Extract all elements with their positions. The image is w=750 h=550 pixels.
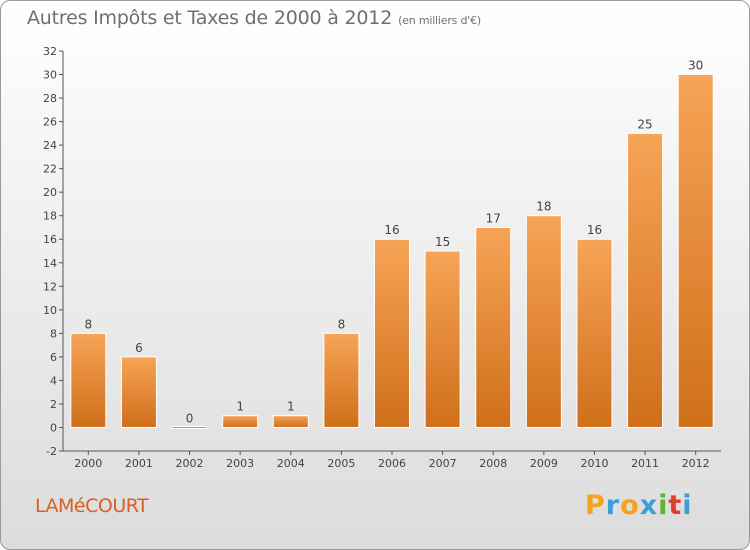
y-tick-label: 24 [43, 139, 57, 152]
x-tick-label-2011: 2011 [631, 457, 659, 470]
data-label-2000: 8 [84, 317, 92, 331]
y-tick-label: 10 [43, 304, 57, 317]
chart-title: Autres Impôts et Taxes de 2000 à 2012 (en… [27, 7, 481, 29]
data-label-2010: 16 [587, 223, 602, 237]
x-tick-label-2001: 2001 [125, 457, 153, 470]
x-tick-label-2003: 2003 [226, 457, 254, 470]
y-tick-label: 0 [50, 421, 57, 434]
x-tick-label-2008: 2008 [479, 457, 507, 470]
bar-2008 [475, 226, 512, 428]
bar-2004 [272, 415, 309, 428]
data-label-2001: 6 [135, 341, 143, 355]
x-tick-label-2002: 2002 [176, 457, 204, 470]
chart-subtitle: (en milliers d'€) [398, 14, 481, 27]
data-label-2003: 1 [236, 400, 244, 414]
y-tick-label: 28 [43, 92, 57, 105]
logo-letter: x [639, 490, 659, 521]
chart-title-main: Autres Impôts et Taxes de 2000 à 2012 [27, 7, 393, 29]
x-tick-label-2006: 2006 [378, 457, 406, 470]
y-tick-label: 6 [50, 351, 57, 364]
y-tick-label: -2 [46, 445, 57, 458]
proxiti-logo: Proxiti [585, 490, 693, 521]
bar-2005 [323, 332, 360, 428]
x-tick-label-2005: 2005 [327, 457, 355, 470]
data-label-2011: 25 [637, 117, 652, 131]
y-tick-label: 14 [43, 257, 57, 270]
y-tick-label: 20 [43, 186, 57, 199]
logo-letter: P [585, 490, 606, 521]
logo-letter: i [658, 490, 669, 521]
y-tick-label: 16 [43, 233, 57, 246]
x-tick-label-2007: 2007 [429, 457, 457, 470]
y-tick-label: 18 [43, 210, 57, 223]
data-label-2006: 16 [384, 223, 399, 237]
data-label-2008: 17 [486, 211, 501, 225]
logo-letter: r [605, 490, 621, 521]
logo-letter: i [682, 490, 693, 521]
bar-2007 [424, 250, 461, 428]
bar-2010 [576, 238, 613, 428]
y-tick-label: 2 [50, 398, 57, 411]
bar-2012 [677, 74, 714, 428]
y-tick-label: 8 [50, 327, 57, 340]
logo-letter: t [668, 490, 683, 521]
data-label-2004: 1 [287, 400, 295, 414]
y-tick-label: 22 [43, 163, 57, 176]
x-tick-label-2010: 2010 [580, 457, 608, 470]
x-tick-label-2012: 2012 [682, 457, 710, 470]
y-tick-label: 32 [43, 45, 57, 58]
data-label-2002: 0 [186, 411, 194, 425]
data-label-2012: 30 [688, 59, 703, 73]
x-tick-label-2000: 2000 [74, 457, 102, 470]
x-tick-label-2009: 2009 [530, 457, 558, 470]
bar-2003 [222, 415, 259, 428]
bar-2011 [627, 132, 664, 428]
bar-2009 [525, 215, 562, 428]
y-tick-label: 26 [43, 116, 57, 129]
town-name: LAMéCOURT [35, 495, 149, 517]
bar-2001 [120, 356, 157, 428]
y-tick-label: 12 [43, 280, 57, 293]
y-tick-label: 30 [43, 69, 57, 82]
y-tick-label: 4 [50, 374, 57, 387]
bar-2006 [374, 238, 410, 428]
x-tick-label-2004: 2004 [277, 457, 305, 470]
data-label-2007: 15 [435, 235, 450, 249]
data-label-2009: 18 [536, 200, 551, 214]
logo-letter: o [620, 490, 640, 521]
bar-2002 [171, 425, 208, 429]
data-label-2005: 8 [338, 317, 346, 331]
bar-2000 [70, 332, 107, 428]
